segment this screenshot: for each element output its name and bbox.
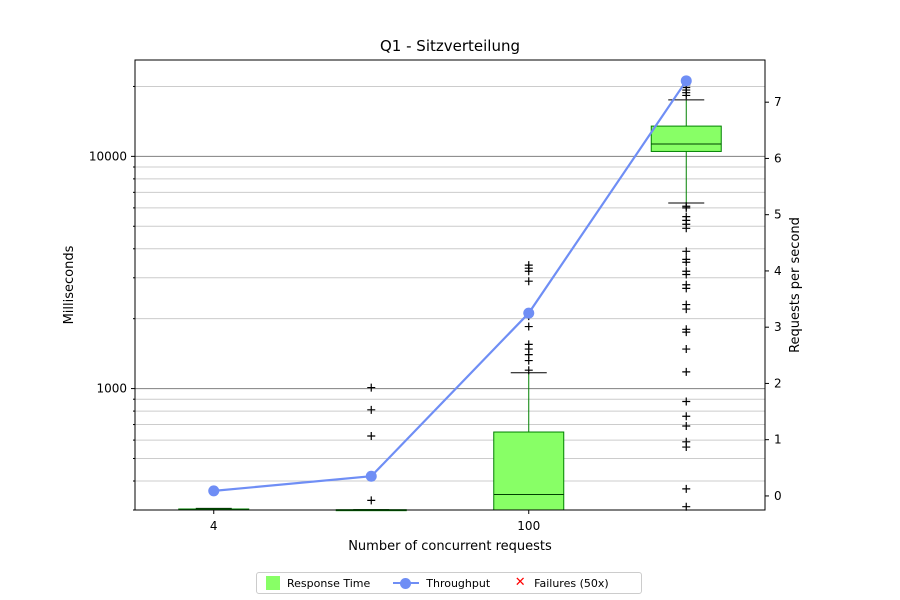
outlier-marker (524, 277, 533, 286)
y-axis-label: Milliseconds (62, 245, 77, 324)
legend-item-failures: ✕ Failures (50x) (513, 576, 609, 590)
throughput-point (680, 75, 692, 87)
box (650, 125, 722, 152)
outlier-marker (682, 502, 691, 511)
throughput-series (208, 75, 692, 497)
y2-tick-label: 1 (774, 433, 782, 447)
outlier-marker (682, 247, 691, 256)
throughput-line (213, 80, 688, 492)
outlier-marker (367, 383, 376, 392)
outlier-marker (682, 300, 691, 309)
outlier-marker (367, 431, 376, 440)
grid-lines (135, 85, 765, 511)
outlier-marker (524, 340, 533, 349)
legend: Response Time Throughput ✕ Failures (50x… (256, 572, 642, 594)
response-time-swatch (266, 576, 280, 590)
y2-tick-label: 2 (774, 376, 782, 390)
outlier-marker (682, 437, 691, 446)
throughput-swatch (393, 576, 420, 590)
throughput-point (523, 307, 535, 319)
outlier-marker (367, 405, 376, 414)
outlier-marker (367, 496, 376, 505)
box-plot (493, 261, 565, 511)
box-plot (650, 78, 722, 511)
y2-tick-label: 7 (774, 95, 782, 109)
throughput-point (365, 470, 377, 482)
outlier-marker (682, 345, 691, 354)
box-plots (178, 78, 722, 512)
plot-frame (134, 59, 766, 511)
outlier-marker (524, 322, 533, 331)
legend-label-failures: Failures (50x) (534, 576, 609, 590)
y2-tick-label: 5 (774, 208, 782, 222)
legend-item-throughput: Throughput (393, 576, 490, 590)
outlier-marker (682, 422, 691, 431)
x-tick-label: 100 (517, 519, 540, 533)
chart-title: Q1 - Sitzverteilung (380, 37, 520, 55)
outlier-marker (682, 212, 691, 221)
y2-tick-label: 4 (774, 264, 782, 278)
y2-tick-label: 3 (774, 320, 782, 334)
outlier-marker (682, 202, 691, 211)
x-tick-label: 4 (210, 519, 218, 533)
outlier-marker (682, 397, 691, 406)
y2-tick-label: 0 (774, 489, 782, 503)
outlier-marker (682, 325, 691, 334)
legend-item-response-time: Response Time (266, 576, 370, 590)
box (493, 431, 565, 511)
outlier-marker (682, 367, 691, 376)
throughput-point (208, 485, 220, 497)
axes: 1000 10000 0 1 2 3 4 5 6 7 4 100 (89, 85, 782, 533)
x-axis-label: Number of concurrent requests (348, 539, 552, 554)
legend-label-response-time: Response Time (287, 576, 371, 590)
failures-x-icon: ✕ (514, 575, 526, 590)
outlier-marker (682, 484, 691, 493)
legend-label-throughput: Throughput (426, 576, 491, 590)
outlier-marker (682, 267, 691, 276)
outlier-marker (682, 280, 691, 289)
outlier-marker (682, 412, 691, 421)
y2-tick-label: 6 (774, 151, 782, 165)
outlier-marker (524, 366, 533, 375)
y2-axis-label: Requests per second (788, 217, 803, 353)
box-plot (335, 383, 407, 512)
y-tick-label: 10000 (89, 149, 127, 163)
outlier-marker (682, 255, 691, 264)
y-tick-label: 1000 (96, 382, 127, 396)
outlier-marker (524, 261, 533, 270)
